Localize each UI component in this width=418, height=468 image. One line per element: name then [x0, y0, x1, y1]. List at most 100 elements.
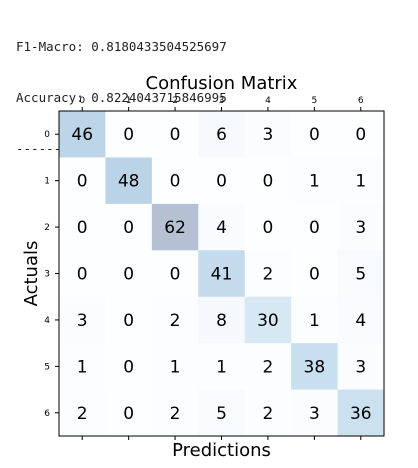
f1-macro-line: F1-Macro: 0.8180433504525697	[16, 39, 227, 54]
cell-value-3-2: 0	[170, 265, 181, 285]
cell-0-2	[151, 111, 199, 158]
cell-4-2	[151, 296, 199, 344]
y-axis-label: Actuals	[21, 241, 42, 307]
cell-1-1	[105, 157, 153, 205]
cell-3-3	[198, 250, 246, 298]
accuracy-line: Accuracy: 0.8224043715846995	[16, 90, 227, 105]
cell-value-3-1: 0	[123, 265, 134, 285]
cell-value-6-4: 2	[263, 404, 274, 424]
x-axis-label: Predictions	[172, 440, 271, 461]
cell-value-3-3: 41	[211, 265, 233, 285]
y-tick-label-1: 1	[44, 177, 50, 187]
cell-0-1	[105, 111, 153, 158]
cell-value-0-5: 0	[309, 125, 320, 145]
x-tick-label-1: 1	[126, 96, 132, 106]
cell-6-3	[198, 389, 246, 437]
cell-value-1-3: 0	[216, 172, 227, 192]
cell-value-3-5: 0	[309, 265, 320, 285]
cell-value-2-5: 0	[309, 218, 320, 238]
cell-value-4-4: 30	[257, 311, 279, 331]
cell-0-0	[59, 111, 106, 158]
y-tick-label-6: 6	[44, 409, 50, 419]
cell-4-4	[244, 296, 292, 344]
cell-5-1	[105, 343, 153, 391]
cell-6-0	[59, 389, 106, 437]
cell-value-4-5: 1	[309, 311, 320, 331]
cell-0-5	[291, 111, 339, 158]
cell-value-2-6: 3	[355, 218, 366, 238]
cell-value-2-4: 0	[263, 218, 274, 238]
cell-4-1	[105, 296, 153, 344]
cell-1-2	[151, 157, 199, 205]
cell-value-6-0: 2	[77, 404, 88, 424]
y-tick-label-3: 3	[44, 270, 50, 280]
cell-2-6	[337, 203, 385, 251]
cell-4-0	[59, 296, 106, 344]
cell-value-5-6: 3	[355, 357, 366, 377]
cell-value-0-1: 0	[123, 125, 134, 145]
cell-2-2	[151, 203, 199, 251]
cell-1-4	[244, 157, 292, 205]
cell-6-2	[151, 389, 199, 437]
x-tick-label-3: 3	[219, 96, 225, 106]
matrix-cells: 46 0 0 6 3 0 00 48 0 0 0 1 10 0 62 4 0 0 30 0 0 41 2 0 53 0 2 8 30 1 4…	[59, 111, 385, 437]
y-tick-label-0: 0	[44, 130, 50, 140]
cell-1-5	[291, 157, 339, 205]
cell-value-1-2: 0	[170, 172, 181, 192]
cell-value-3-6: 5	[355, 265, 366, 285]
cell-4-3	[198, 296, 246, 344]
cell-value-5-1: 0	[123, 357, 134, 377]
cell-1-0	[59, 157, 106, 205]
cell-value-4-1: 0	[123, 311, 134, 331]
axis-ticks: 0 1 2 3 4 5 6 0 1 2 3 4 5 6	[44, 96, 364, 441]
cell-5-0	[59, 343, 106, 391]
cell-4-5	[291, 296, 339, 344]
cell-value-0-6: 0	[355, 125, 366, 145]
cell-0-4	[244, 111, 292, 158]
cell-5-2	[151, 343, 199, 391]
cell-value-0-3: 6	[216, 125, 227, 145]
cell-value-6-5: 3	[309, 404, 320, 424]
x-tick-label-2: 2	[172, 96, 178, 106]
cell-3-0	[59, 250, 106, 298]
cell-6-5	[291, 389, 339, 437]
cell-value-5-2: 1	[170, 357, 181, 377]
cell-value-5-0: 1	[77, 357, 88, 377]
y-tick-label-4: 4	[44, 316, 50, 326]
cell-value-0-4: 3	[263, 125, 274, 145]
cell-5-5	[291, 343, 339, 391]
cell-value-0-2: 0	[170, 125, 181, 145]
cell-value-4-0: 3	[77, 311, 88, 331]
cell-value-2-1: 0	[123, 218, 134, 238]
cell-5-6	[337, 343, 385, 391]
cell-value-6-3: 5	[216, 404, 227, 424]
cell-value-2-2: 62	[164, 218, 186, 238]
cell-value-0-0: 46	[71, 125, 93, 145]
cell-3-5	[291, 250, 339, 298]
x-tick-label-4: 4	[265, 96, 271, 106]
cell-value-1-1: 48	[118, 172, 140, 192]
chart-title: Confusion Matrix	[146, 73, 298, 94]
cell-value-1-5: 1	[309, 172, 320, 192]
cell-value-6-2: 2	[170, 404, 181, 424]
cell-value-5-3: 1	[216, 357, 227, 377]
cell-6-6	[337, 389, 385, 437]
cell-value-5-4: 2	[263, 357, 274, 377]
x-tick-label-5: 5	[311, 96, 317, 106]
cell-2-1	[105, 203, 153, 251]
x-tick-label-6: 6	[358, 96, 364, 106]
cell-3-6	[337, 250, 385, 298]
cell-value-1-6: 1	[355, 172, 366, 192]
cell-value-4-3: 8	[216, 311, 227, 331]
cell-value-5-5: 38	[304, 357, 326, 377]
cell-2-3	[198, 203, 246, 251]
cell-6-1	[105, 389, 153, 437]
y-tick-label-2: 2	[44, 223, 50, 233]
cell-3-1	[105, 250, 153, 298]
cell-1-3	[198, 157, 246, 205]
cell-value-1-4: 0	[263, 172, 274, 192]
cell-2-0	[59, 203, 106, 251]
cell-2-5	[291, 203, 339, 251]
cell-4-6	[337, 296, 385, 344]
